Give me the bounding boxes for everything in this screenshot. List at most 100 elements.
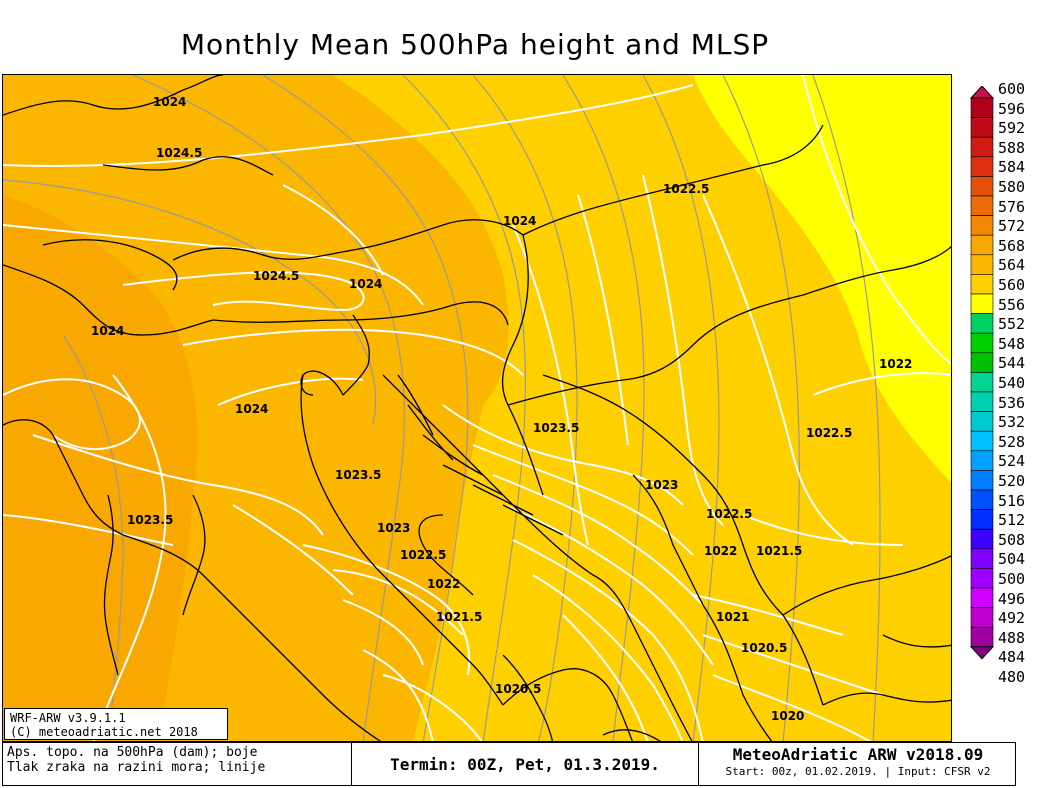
colorbar-level-label: 572 [998, 217, 1026, 236]
fill-556 [693, 75, 951, 483]
copyright: (C) meteoadriatic.net 2018 [10, 725, 198, 739]
footer-bar: Aps. topo. na 500hPa (dam); boje Tlak zr… [2, 742, 1016, 786]
colorbar-level-label: 560 [998, 276, 1026, 294]
colorbar-level-label: 556 [998, 295, 1026, 314]
colorbar-swatch [970, 372, 994, 393]
isobar-label: 1020.5 [495, 682, 541, 696]
colorbar-swatch [970, 313, 994, 334]
colorbar-level-label: 548 [998, 334, 1026, 353]
colorbar-swatch [970, 430, 994, 452]
colorbar-level-label: 488 [998, 628, 1026, 647]
colorbar-swatch [970, 391, 994, 412]
colorbar-swatch [970, 293, 994, 314]
colorbar-swatch [970, 411, 994, 432]
colorbar-swatch [970, 234, 994, 256]
colorbar-level-label: 520 [998, 472, 1026, 490]
isobar-label: 1022.5 [663, 182, 709, 196]
weather-map: 1024 1024.5 1022.5 1024 1024.5 1024 1024… [3, 75, 951, 741]
isobar-label: 1022 [427, 577, 460, 591]
isobar-label: 1024 [235, 402, 268, 416]
isobar-label: 1022 [879, 357, 912, 371]
colorbar-swatch [970, 195, 994, 216]
colorbar-level-label: 516 [998, 491, 1026, 510]
colorbar-level-label: 540 [998, 374, 1026, 392]
colorbar-level-label: 528 [998, 432, 1026, 451]
colorbar-level-label: 508 [998, 530, 1026, 549]
colorbar-level-label: 568 [998, 236, 1026, 255]
isobar-label: 1020.5 [741, 641, 787, 655]
footer-desc-lines: Tlak zraka na razini mora; linije [7, 760, 266, 775]
isobar-label: 1024.5 [156, 146, 202, 160]
isobar-label: 1023.5 [533, 421, 579, 435]
colorbar-level-label: 524 [998, 452, 1026, 471]
colorbar-level-label: 492 [998, 609, 1026, 628]
colorbar-swatch [970, 156, 994, 177]
colorbar-level-label: 480 [998, 668, 1026, 686]
isobar-label: 1022.5 [706, 507, 752, 521]
height-contours [3, 75, 881, 741]
colorbar-swatch [970, 587, 994, 608]
isobar-label: 1023.5 [335, 468, 381, 482]
colorbar-level-label: 552 [998, 315, 1026, 334]
colorbar-swatch [970, 136, 994, 158]
footer-model-run: MeteoAdriatic ARW v2018.09 Start: 00z, 0… [701, 745, 1015, 779]
colorbar [969, 86, 995, 660]
colorbar-swatch [970, 607, 994, 628]
footer-valid-time: Termin: 00Z, Pet, 01.3.2019. [351, 743, 699, 785]
isobar-labels: 1024 1024.5 1022.5 1024 1024.5 1024 1024… [91, 95, 912, 723]
footer-description: Aps. topo. na 500hPa (dam); boje Tlak zr… [7, 745, 347, 775]
isobars [3, 75, 951, 741]
footer-desc-colors: Aps. topo. na 500hPa (dam); boje [7, 745, 258, 760]
colorbar-swatch [970, 352, 994, 373]
colorbar-level-label: 564 [998, 256, 1026, 275]
colorbar-swatch [970, 568, 994, 589]
isobar-label: 1023 [377, 521, 410, 535]
colorbar-level-label: 504 [998, 550, 1026, 569]
colorbar-level-label: 588 [998, 138, 1026, 157]
colorbar-swatch [970, 274, 994, 295]
borders [3, 75, 951, 741]
isobar-label: 1021.5 [756, 544, 802, 558]
colorbar-level-label: 584 [998, 158, 1026, 177]
isobar-label: 1023.5 [127, 513, 173, 527]
isobar-label: 1020 [771, 709, 804, 723]
isobar-label: 1024 [91, 324, 124, 338]
colorbar-swatch [970, 626, 994, 648]
colorbar-swatch [970, 254, 994, 275]
colorbar-swatch [970, 470, 994, 491]
colorbar-swatch [970, 548, 994, 569]
colorbar-level-label: 484 [998, 648, 1026, 667]
colorbar-bottom-arrow [969, 646, 995, 660]
colorbar-level-label: 512 [998, 511, 1026, 530]
isobar-label: 1024.5 [253, 269, 299, 283]
colorbar-level-label: 536 [998, 393, 1026, 412]
isobar-label: 1022.5 [806, 426, 852, 440]
isobar-label: 1022.5 [400, 548, 446, 562]
colorbar-swatch [970, 176, 994, 197]
colorbar-swatch [970, 117, 994, 138]
model-info-box: WRF-ARW v3.9.1.1 (C) meteoadriatic.net 2… [4, 708, 228, 740]
colorbar-swatch [970, 489, 994, 510]
colorbar-level-label: 496 [998, 589, 1026, 608]
colorbar-level-label: 580 [998, 178, 1026, 196]
footer-start-info: Start: 00z, 01.02.2019. | Input: CFSR v2 [725, 765, 991, 778]
isobar-label: 1024 [503, 214, 536, 228]
islands [397, 374, 564, 536]
colorbar-level-label: 596 [998, 99, 1026, 118]
colorbar-level-label: 600 [998, 80, 1026, 98]
colorbar-level-label: 592 [998, 119, 1026, 138]
isobar-label: 1023 [645, 478, 678, 492]
colorbar-top-arrow [969, 86, 995, 99]
isobar-label: 1024 [153, 95, 186, 109]
isobar-label: 1021 [716, 610, 749, 624]
colorbar-level-label: 576 [998, 197, 1026, 216]
footer-model-name: MeteoAdriatic ARW v2018.09 [732, 745, 984, 764]
colorbar-level-label: 532 [998, 413, 1026, 432]
colorbar-level-label: 544 [998, 354, 1026, 373]
colorbar-swatch [970, 528, 994, 550]
colorbar-swatch [970, 509, 994, 530]
map-title: Monthly Mean 500hPa height and MLSP [180, 28, 770, 61]
colorbar-swatch [970, 97, 994, 118]
model-version: WRF-ARW v3.9.1.1 [10, 711, 126, 725]
colorbar-swatch [970, 450, 994, 471]
